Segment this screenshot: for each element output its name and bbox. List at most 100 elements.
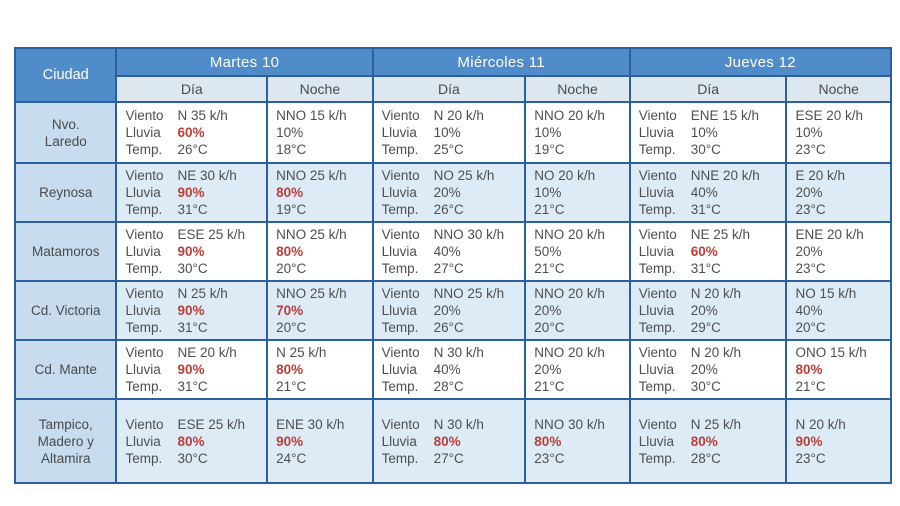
rain-value: 20% [690,362,718,377]
rain-line: 10% [534,124,624,141]
rain-line: Lluvia 90% [125,361,262,378]
forecast-cell-night: NNO 25 k/h 70% 20°C [266,280,374,341]
temp-line: Temp. 27°C [382,450,521,467]
forecast-cell-day: Viento NE 20 k/h Lluvia 90% Temp. 31°C [115,339,269,400]
wind-label: Viento [125,108,164,123]
forecast-cell-night: ENE 20 k/h 20% 23°C [785,221,892,282]
rain-value: 80% [276,362,304,377]
forecast-cell-night: N 25 k/h 80% 21°C [266,339,374,400]
day-header-jueves: Jueves 12 [628,47,893,77]
rain-value: 90% [276,433,304,449]
rain-line: 20% [795,184,886,201]
subheader-dia: Día [115,75,269,103]
wind-value: N 25 k/h [690,416,742,432]
temp-line: 20°C [276,319,367,336]
city-name: Cd. Victoria [13,280,118,341]
rain-label: Lluvia [638,185,675,200]
forecast-cell-day: Viento ESE 25 k/h Lluvia 90% Temp. 30°C [115,221,269,282]
forecast-cell-day: Viento N 25 k/h Lluvia 80% Temp. 28°C [628,398,788,484]
wind-label: Viento [638,168,677,183]
city-name: Reynosa [13,162,118,223]
wind-label: Viento [638,345,677,360]
rain-line: 50% [534,243,624,260]
wind-label: Viento [125,345,164,360]
temp-value: 23°C [795,142,826,157]
rain-line: 40% [795,302,886,319]
wind-line: Viento NE 25 k/h [639,226,782,243]
rain-value: 10% [433,125,461,140]
temp-line: Temp. 31°C [639,201,782,218]
rain-line: Lluvia 60% [125,124,262,141]
forecast-cell-day: Viento N 35 k/h Lluvia 60% Temp. 26°C [115,101,269,164]
temp-label: Temp. [638,202,676,217]
temp-value: 21°C [795,379,826,394]
rain-line: Lluvia 90% [125,302,262,319]
wind-line: NO 15 k/h [795,285,886,302]
forecast-cell-night: ONO 15 k/h 80% 21°C [785,339,892,400]
wind-line: Viento NO 25 k/h [382,167,521,184]
temp-value: 31°C [690,202,721,217]
wind-label: Viento [638,227,677,242]
wind-line: Viento N 30 k/h [382,344,521,361]
rain-label: Lluvia [125,185,161,200]
rain-value: 20% [433,185,461,200]
temp-line: Temp. 29°C [639,319,782,336]
city-name: Tampico, Madero y Altamira [13,398,118,484]
wind-label: Viento [125,227,164,242]
rain-line: Lluvia 90% [125,243,262,260]
city-name-line: Nvo. [51,116,80,132]
wind-label: Viento [125,168,164,183]
wind-line: Viento ESE 25 k/h [125,416,262,433]
weather-table: Ciudad Martes 10 Miércoles 11 Jueves 12 … [13,47,893,484]
temp-label: Temp. [638,450,676,466]
day-header-martes: Martes 10 [115,47,374,77]
rain-value: 20% [795,244,823,259]
subheader-noche: Noche [785,75,892,103]
temp-value: 20°C [276,261,307,276]
temp-label: Temp. [125,261,163,276]
temp-value: 31°C [177,320,208,335]
city-name-line: Madero y [37,433,94,449]
wind-value: NNE 20 k/h [690,168,760,183]
rain-line: Lluvia 80% [125,433,262,450]
temp-value: 23°C [795,261,826,276]
wind-label: Viento [381,108,420,123]
wind-value: NNO 25 k/h [276,286,347,301]
temp-line: Temp. 26°C [125,141,262,158]
temp-line: Temp. 30°C [125,260,262,277]
rain-value: 60% [177,125,205,140]
wind-line: NNO 25 k/h [276,167,367,184]
city-name: Nvo. Laredo [13,101,118,164]
wind-label: Viento [381,286,420,301]
rain-value: 90% [177,303,205,318]
temp-value: 19°C [534,142,565,157]
table-row: Cd. Victoria Viento N 25 k/h Lluvia 90% Temp.… [13,280,892,341]
wind-line: Viento NNE 20 k/h [639,167,782,184]
rain-label: Lluvia [381,433,417,449]
wind-line: Viento N 20 k/h [382,107,521,124]
rain-line: 20% [534,302,624,319]
wind-line: Viento N 25 k/h [125,285,262,302]
temp-label: Temp. [125,450,163,466]
forecast-cell-day: Viento N 30 k/h Lluvia 40% Temp. 28°C [371,339,527,400]
wind-value: N 20 k/h [795,416,846,432]
temp-value: 29°C [690,320,721,335]
rain-line: Lluvia 80% [382,433,521,450]
wind-value: N 35 k/h [177,108,228,123]
rain-line: 80% [534,433,624,450]
rain-value: 20% [433,303,461,318]
temp-value: 27°C [433,450,464,466]
temp-line: Temp. 26°C [382,201,521,218]
temp-value: 20°C [795,320,826,335]
wind-line: Viento NE 30 k/h [125,167,262,184]
forecast-cell-day: Viento N 30 k/h Lluvia 80% Temp. 27°C [371,398,527,484]
temp-value: 23°C [795,202,826,217]
subheader-noche: Noche [524,75,631,103]
rain-line: Lluvia 40% [382,243,521,260]
temp-line: 21°C [534,378,624,395]
temp-line: Temp. 31°C [125,319,262,336]
wind-label: Viento [638,286,677,301]
wind-line: NNO 25 k/h [276,285,367,302]
wind-line: Viento ESE 25 k/h [125,226,262,243]
wind-line: NNO 20 k/h [534,285,624,302]
